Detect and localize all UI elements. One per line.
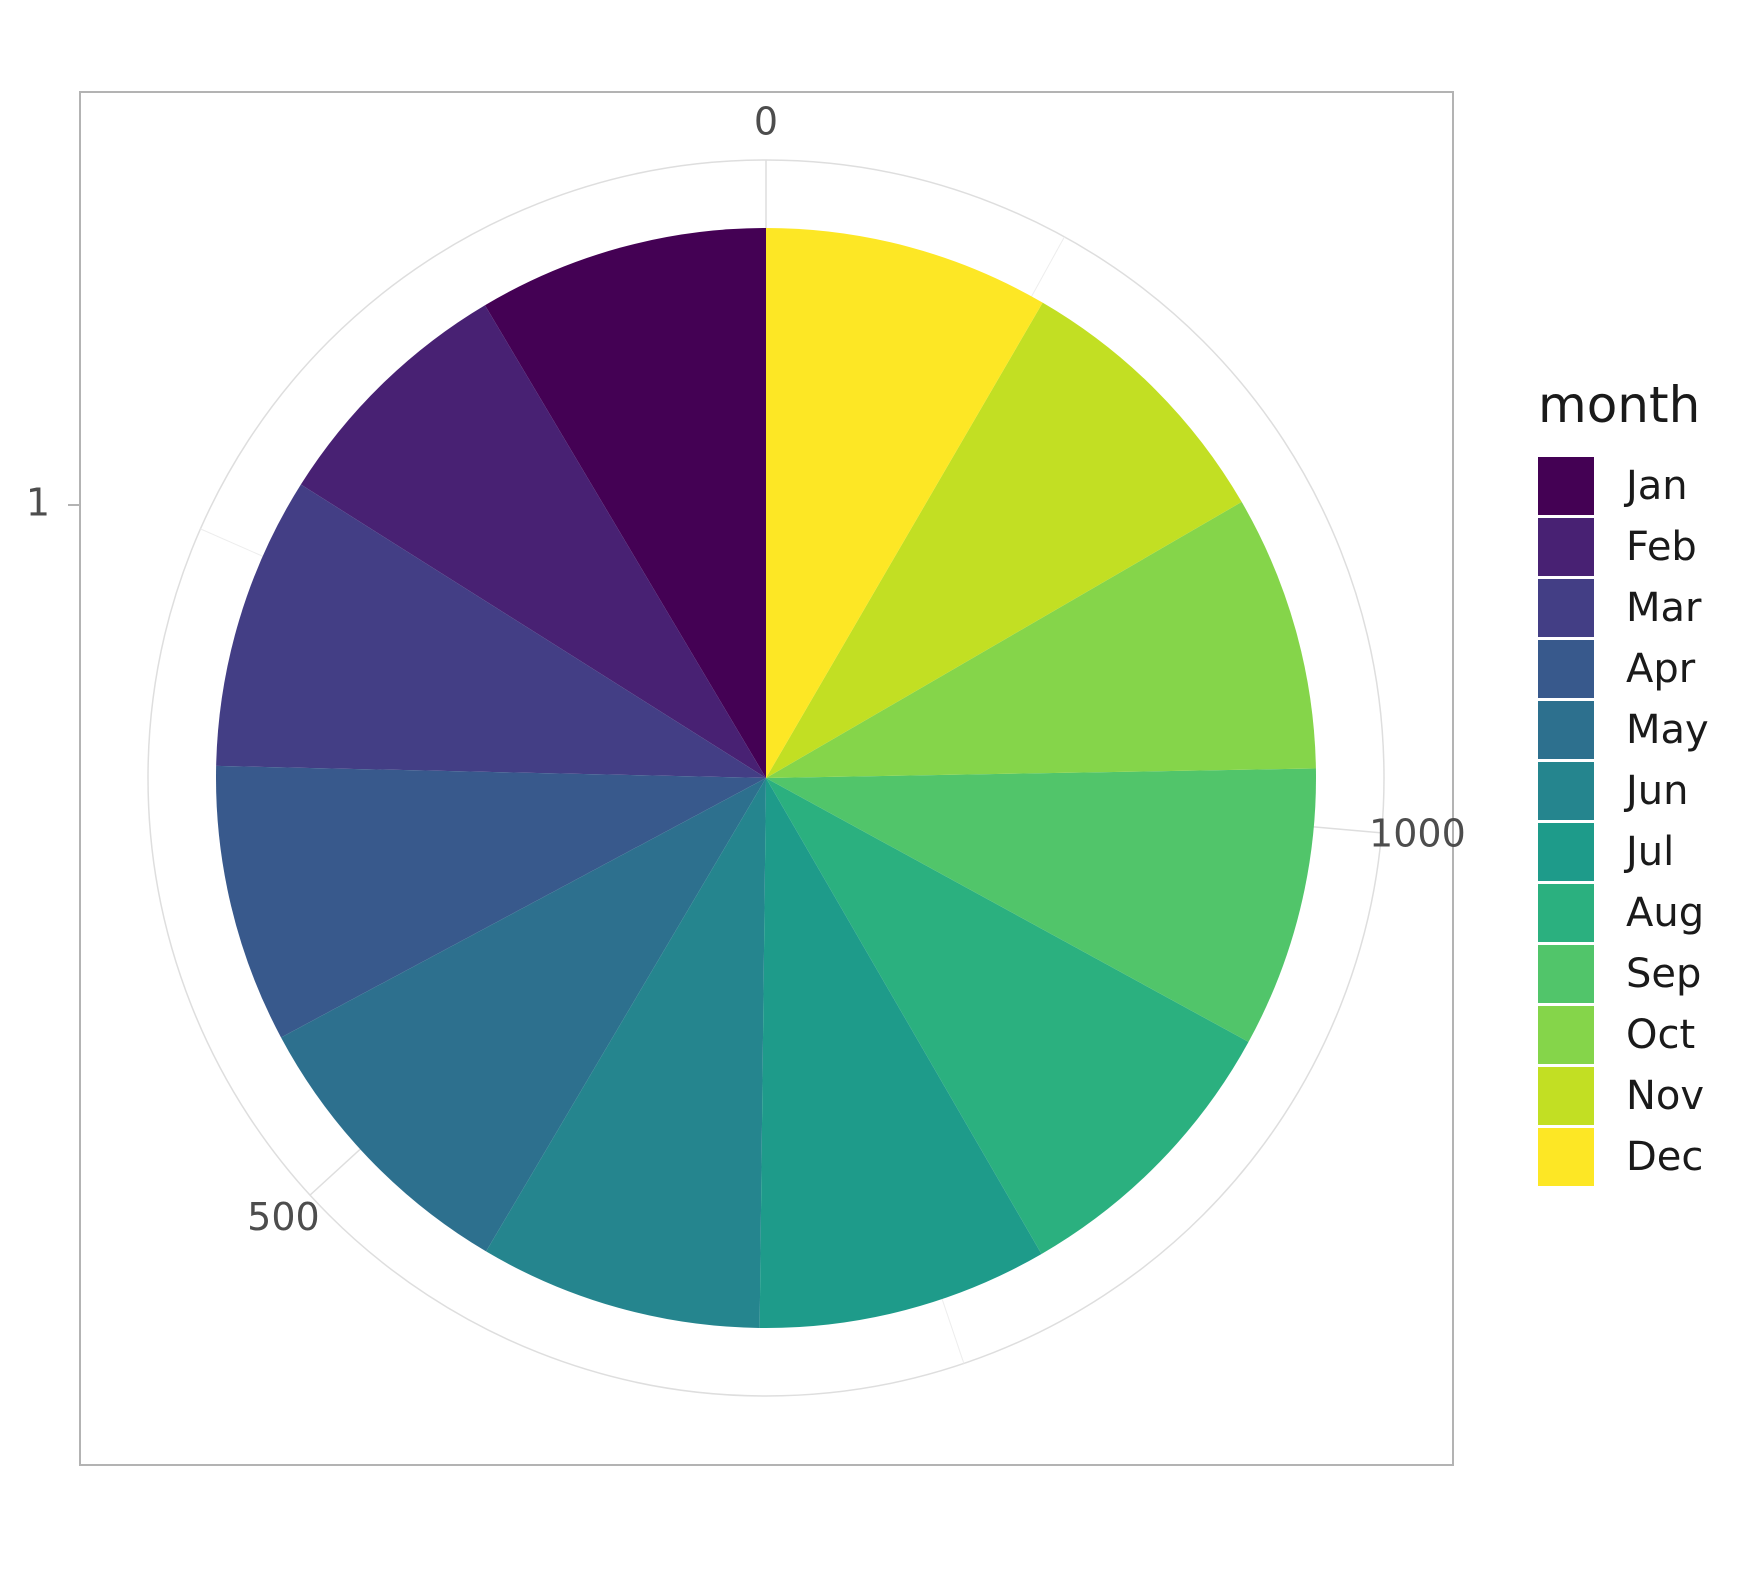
legend-label-jul: Jul xyxy=(1623,829,1674,875)
legend: month Jan Feb Mar Apr May Jun Jul Aug Sep Oct Nov D… xyxy=(1538,376,1709,1186)
slice-sep xyxy=(766,768,1316,1042)
legend-label-jun: Jun xyxy=(1623,768,1689,814)
slice-dec xyxy=(766,228,1043,778)
legend-key-jan xyxy=(1538,457,1594,515)
angle-tick-label: 0 xyxy=(754,100,778,144)
radial-tick-label: 1 xyxy=(26,481,50,525)
legend-label-oct: Oct xyxy=(1626,1012,1695,1058)
legend-title: month xyxy=(1538,376,1700,434)
pie-slices xyxy=(216,228,1316,1328)
slice-feb xyxy=(300,305,766,778)
legend-key-oct xyxy=(1538,1006,1594,1064)
legend-key-aug xyxy=(1538,884,1594,942)
legend-key-feb xyxy=(1538,518,1594,576)
angle-tick-label: 500 xyxy=(247,1195,320,1239)
legend-label-nov: Nov xyxy=(1626,1073,1704,1119)
slice-jun xyxy=(486,778,766,1328)
slice-jul xyxy=(759,778,1042,1328)
legend-key-sep xyxy=(1538,945,1594,1003)
legend-key-mar xyxy=(1538,579,1594,637)
slice-mar xyxy=(216,484,766,778)
slice-aug xyxy=(766,778,1249,1254)
legend-items: Jan Feb Mar Apr May Jun Jul Aug Sep Oct Nov Dec xyxy=(1538,457,1709,1186)
slice-apr xyxy=(216,765,767,1038)
legend-label-mar: Mar xyxy=(1626,585,1702,631)
legend-key-jun xyxy=(1538,762,1594,820)
legend-label-aug: Aug xyxy=(1626,890,1704,936)
panel-border xyxy=(79,91,1454,1466)
legend-key-dec xyxy=(1538,1128,1594,1186)
legend-label-jan: Jan xyxy=(1623,463,1688,509)
legend-label-dec: Dec xyxy=(1626,1134,1703,1180)
legend-label-may: May xyxy=(1626,707,1709,753)
legend-key-may xyxy=(1538,701,1594,759)
slice-nov xyxy=(766,302,1242,778)
legend-key-apr xyxy=(1538,640,1594,698)
slice-may xyxy=(281,778,766,1252)
legend-key-jul xyxy=(1538,823,1594,881)
angle-tick-label: 1000 xyxy=(1369,812,1466,856)
slice-oct xyxy=(766,501,1316,778)
legend-label-sep: Sep xyxy=(1626,951,1701,997)
legend-label-apr: Apr xyxy=(1626,646,1696,692)
legend-key-nov xyxy=(1538,1067,1594,1125)
angle-axis-ticks: 0 500 1000 xyxy=(247,100,1466,1239)
legend-label-feb: Feb xyxy=(1626,524,1697,570)
slice-jan xyxy=(484,228,766,778)
radial-axis: 1 xyxy=(26,481,80,525)
